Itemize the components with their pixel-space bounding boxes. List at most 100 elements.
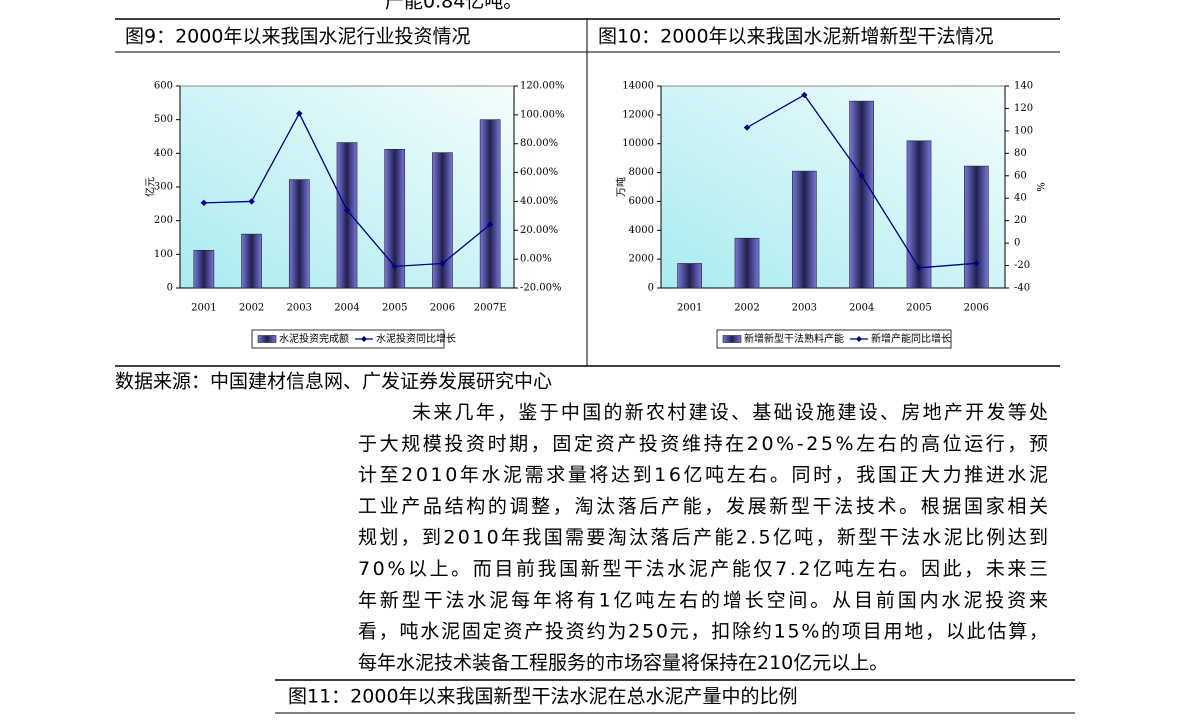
y-tick-label: 2000	[629, 254, 654, 265]
y-axis-label: 亿元	[144, 177, 157, 197]
paragraph-line: 计至2010年水泥需求量将达到16亿吨左右。同时，我国正大力推进水泥	[358, 464, 1048, 486]
y2-axis-label: %	[1037, 182, 1048, 192]
y2-tick-label: 120	[1014, 103, 1033, 114]
y-tick-label: 0	[648, 283, 654, 294]
y2-tick-label: 20.00%	[520, 225, 558, 236]
y2-tick-label: -20	[1014, 260, 1030, 271]
bar	[479, 119, 501, 289]
line-marker	[248, 198, 255, 205]
plot-area	[660, 85, 1006, 289]
figure-caption: 图9：2000年以来我国水泥行业投资情况	[125, 26, 470, 48]
legend-label: 水泥投资同比增长	[376, 332, 456, 345]
line-marker	[915, 264, 923, 271]
y-tick-label: 400	[154, 148, 173, 159]
y-tick-label: 8000	[629, 167, 654, 178]
y-tick-label: 6000	[629, 196, 654, 207]
x-tick-label: 2003	[287, 303, 312, 314]
paragraph-line: 工业产品结构的调整，淘汰落后产能，发展新型干法技术。根据国家相关	[358, 495, 1048, 517]
y2-tick-label: 120.00%	[520, 81, 565, 92]
y2-tick-label: -20.00%	[520, 283, 562, 294]
line-marker	[391, 263, 398, 270]
y2-tick-label: 0.00%	[520, 254, 552, 265]
line-marker	[343, 206, 351, 214]
line-marker	[973, 260, 980, 267]
y2-tick-label: 40	[1014, 193, 1027, 204]
x-tick-label: 2005	[382, 303, 407, 314]
x-tick-label: 2007E	[474, 303, 507, 314]
bar	[432, 152, 453, 289]
line-marker	[439, 260, 446, 267]
y2-tick-label: 80.00%	[520, 138, 558, 149]
legend-swatch	[856, 336, 862, 342]
bar	[677, 263, 703, 289]
y2-tick-label: 60.00%	[520, 167, 558, 178]
y2-tick-label: -40	[1014, 283, 1030, 294]
line-marker	[486, 221, 494, 228]
legend-label: 水泥投资完成额	[279, 332, 349, 345]
x-tick-label: 2002	[239, 303, 264, 314]
legend-swatch	[257, 335, 277, 343]
bar	[241, 233, 262, 289]
y-tick-label: 12000	[622, 109, 654, 120]
paragraph-line: 未来几年，鉴于中国的新农村建设、基础设施建设、房地产开发等处	[412, 402, 1048, 424]
legend-box	[251, 329, 445, 349]
source-note: 数据来源：中国建材信息网、广发证券发展研究中心	[115, 371, 552, 393]
y2-tick-label: 20	[1014, 215, 1027, 226]
paragraph-line: 看，吨水泥固定资产投资约为250元，扣除约15%的项目用地，以此估算，	[358, 621, 1048, 643]
x-tick-label: 2001	[677, 303, 702, 314]
bar	[734, 237, 760, 289]
bar	[193, 249, 215, 289]
y2-tick-label: 100	[1014, 125, 1033, 136]
bar	[906, 140, 932, 289]
paragraph-line: 于大规模投资时期，固定资产投资维持在20%-25%左右的高位运行，预	[358, 433, 1048, 455]
y2-tick-label: 60	[1014, 170, 1027, 181]
y-tick-label: 14000	[622, 81, 654, 92]
y-tick-label: 10000	[622, 138, 654, 149]
legend-label: 新增产能同比增长	[871, 332, 951, 345]
y-tick-label: 600	[154, 81, 173, 92]
line-marker	[801, 91, 808, 99]
y-tick-label: 0	[167, 283, 173, 294]
y-tick-label: 500	[154, 114, 173, 125]
line-marker	[200, 199, 208, 207]
x-tick-label: 2002	[734, 303, 759, 314]
bar	[791, 170, 817, 289]
y-axis-label: 万吨	[615, 177, 628, 197]
bar	[384, 148, 406, 289]
x-tick-label: 2004	[849, 303, 874, 314]
y2-tick-label: 100.00%	[520, 109, 565, 120]
legend-swatch	[361, 336, 367, 342]
bar	[849, 100, 875, 289]
bar	[336, 142, 358, 289]
y2-tick-label: 40.00%	[520, 196, 558, 207]
x-tick-label: 2004	[334, 303, 359, 314]
legend-swatch	[722, 335, 742, 343]
paragraph-line: 70%以上。而目前我国新型干法水泥产能仅7.2亿吨左右。因此，未来三	[358, 558, 1048, 580]
line-marker	[296, 110, 303, 117]
y-tick-label: 100	[154, 249, 173, 260]
x-tick-label: 2006	[430, 303, 455, 314]
bar	[963, 165, 989, 289]
y-tick-label: 4000	[629, 225, 654, 236]
y-tick-label: 200	[154, 215, 173, 226]
paragraph-line: 年新型干法水泥每年将有1亿吨左右的增长空间。从目前国内水泥投资来	[358, 589, 1048, 611]
x-tick-label: 2003	[792, 303, 817, 314]
figure-caption: 图10：2000年以来我国水泥新增新型干法情况	[598, 26, 994, 48]
line-marker	[858, 172, 865, 179]
x-tick-label: 2005	[906, 303, 931, 314]
legend-label: 新增新型干法熟料产能	[744, 332, 844, 345]
x-tick-label: 2001	[191, 303, 216, 314]
line-marker	[743, 124, 751, 131]
paragraph-line: 规划，到2010年我国需要淘汰落后产能2.5亿吨，新型干法水泥比例达到	[358, 527, 1048, 549]
y2-tick-label: 0	[1014, 238, 1020, 249]
y2-tick-label: 140	[1014, 81, 1033, 92]
paragraph-line: 每年水泥技术装备工程服务的市场容量将保持在210亿元以上。	[358, 652, 888, 674]
top-fragment: 产能0.84亿吨。	[385, 0, 522, 13]
figure-caption: 图11：2000年以来我国新型干法水泥在总水泥产量中的比例	[288, 686, 798, 708]
y-tick-label: 300	[154, 182, 173, 193]
y2-tick-label: 80	[1014, 148, 1027, 159]
bar	[288, 179, 310, 289]
legend-box	[716, 329, 952, 349]
x-tick-label: 2006	[964, 303, 989, 314]
